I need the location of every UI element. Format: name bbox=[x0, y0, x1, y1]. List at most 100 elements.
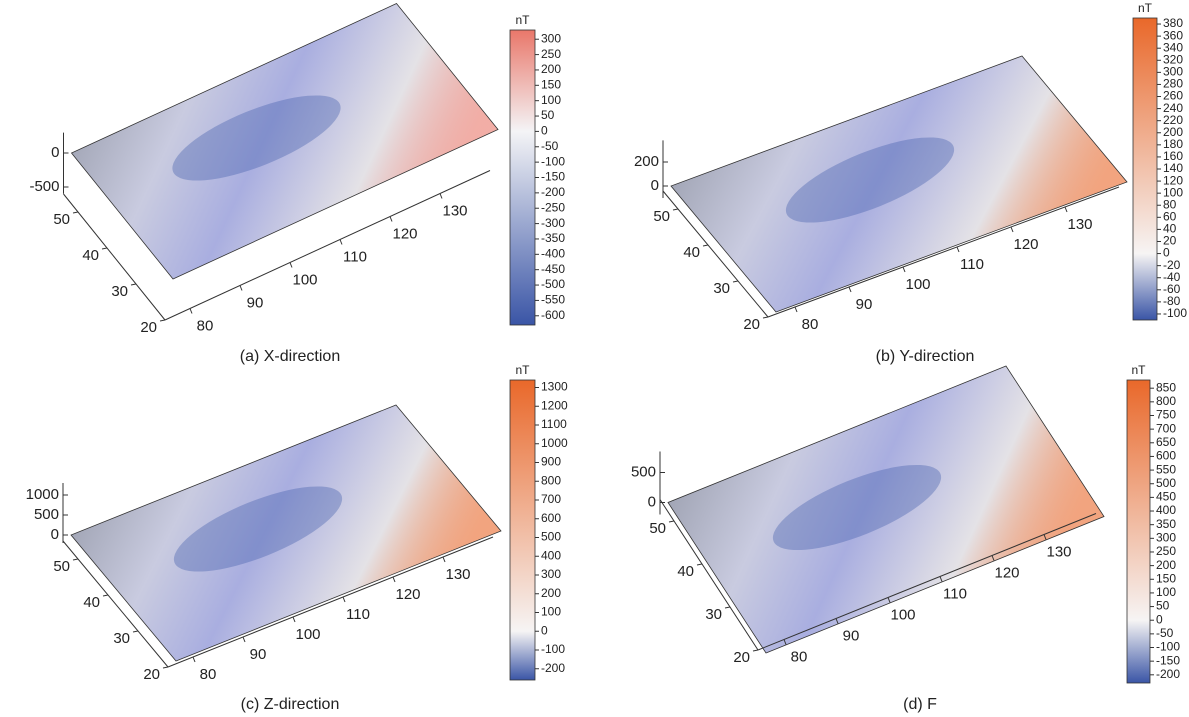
x-tick-label: 90 bbox=[843, 627, 860, 644]
colorbar-tick-label: 50 bbox=[541, 108, 555, 122]
colorbar bbox=[1133, 18, 1157, 320]
y-tick bbox=[725, 607, 730, 608]
x-tick bbox=[243, 637, 245, 642]
x-tick bbox=[795, 307, 797, 312]
colorbar-tick-label: 900 bbox=[541, 455, 561, 469]
y-tick-label: 30 bbox=[713, 280, 730, 297]
z-tick-label: 1000 bbox=[26, 486, 59, 503]
colorbar-tick-label: 500 bbox=[1156, 476, 1176, 490]
y-tick bbox=[733, 281, 738, 282]
y-tick bbox=[73, 212, 78, 213]
colorbar-tick-label: 100 bbox=[541, 93, 561, 107]
y-tick bbox=[763, 317, 768, 318]
colorbar-tick-label: 400 bbox=[541, 548, 561, 562]
colorbar-tick-label: 650 bbox=[1156, 435, 1176, 449]
y-tick bbox=[160, 320, 165, 321]
colorbar-tick-label: -600 bbox=[541, 308, 565, 322]
x-tick-label: 80 bbox=[200, 666, 217, 683]
colorbar-tick-label: 500 bbox=[541, 530, 561, 544]
x-tick bbox=[443, 557, 445, 562]
z-tick-label: 0 bbox=[651, 177, 659, 194]
colorbar-tick-label: -300 bbox=[541, 216, 565, 230]
colorbar-tick-label: 700 bbox=[541, 492, 561, 506]
colorbar-tick-label: -100 bbox=[541, 642, 565, 656]
x-tick-label: 100 bbox=[890, 606, 915, 623]
colorbar-tick-label: -200 bbox=[541, 185, 565, 199]
x-tick-label: 90 bbox=[250, 646, 267, 663]
colorbar-label: nT bbox=[515, 13, 530, 27]
x-tick bbox=[240, 286, 242, 291]
colorbar-tick-label: -150 bbox=[1156, 653, 1180, 667]
y-tick-label: 20 bbox=[743, 316, 760, 333]
caption: (c) Z-direction bbox=[241, 696, 340, 713]
x-tick bbox=[390, 217, 392, 222]
y-tick-label: 30 bbox=[705, 606, 722, 623]
colorbar-tick-label: 0 bbox=[541, 623, 548, 637]
x-tick bbox=[340, 240, 342, 245]
y-tick-label: 30 bbox=[113, 630, 130, 647]
x-tick-label: 130 bbox=[445, 566, 470, 583]
x-tick bbox=[393, 577, 395, 582]
caption: (d) F bbox=[903, 696, 937, 713]
caption: (b) Y-direction bbox=[876, 348, 975, 365]
x-tick-label: 80 bbox=[197, 317, 214, 334]
colorbar-label: nT bbox=[1131, 363, 1146, 377]
x-tick-label: 80 bbox=[791, 648, 808, 665]
x-tick bbox=[1011, 227, 1013, 232]
x-tick-label: 100 bbox=[905, 276, 930, 293]
y-tick bbox=[102, 248, 107, 249]
x-tick bbox=[190, 309, 192, 314]
colorbar-tick-label: -100 bbox=[541, 154, 565, 168]
colorbar-tick-label: 0 bbox=[541, 124, 548, 138]
z-tick-label: 0 bbox=[51, 144, 59, 161]
y-tick-label: 50 bbox=[653, 208, 670, 225]
panel: 8090100110120130203040500200nT3803603403… bbox=[634, 1, 1187, 365]
x-tick-label: 110 bbox=[343, 248, 367, 265]
colorbar-tick-label: 50 bbox=[1156, 599, 1170, 613]
z-tick-label: -500 bbox=[29, 178, 59, 195]
x-tick bbox=[193, 657, 195, 662]
colorbar-tick-label: 200 bbox=[541, 586, 561, 600]
x-tick-label: 120 bbox=[994, 564, 1019, 581]
figure: 809010011012013020304050-5000nT300250200… bbox=[0, 0, 1189, 717]
colorbar-tick-label: -200 bbox=[1156, 667, 1180, 681]
colorbar-tick-label: -100 bbox=[1163, 306, 1187, 320]
x-tick-label: 130 bbox=[1046, 543, 1071, 560]
z-tick-label: 500 bbox=[631, 463, 656, 480]
x-tick-label: 110 bbox=[960, 256, 984, 273]
colorbar-tick-label: 300 bbox=[1156, 530, 1176, 544]
y-tick-label: 20 bbox=[733, 649, 750, 666]
colorbar-tick-label: -350 bbox=[541, 231, 565, 245]
x-tick-label: 100 bbox=[295, 626, 320, 643]
y-tick-label: 40 bbox=[83, 594, 100, 611]
y-tick-label: 40 bbox=[677, 563, 694, 580]
y-tick-label: 20 bbox=[140, 319, 157, 336]
colorbar-tick-label: 750 bbox=[1156, 408, 1176, 422]
colorbar-tick-label: -450 bbox=[541, 262, 565, 276]
x-tick-label: 110 bbox=[943, 585, 967, 602]
y-tick-label: 50 bbox=[53, 211, 70, 228]
x-tick-label: 110 bbox=[346, 606, 370, 623]
z-tick-label: 200 bbox=[634, 153, 659, 170]
colorbar-tick-label: -150 bbox=[541, 170, 565, 184]
x-tick bbox=[1065, 207, 1067, 212]
x-tick bbox=[957, 247, 959, 252]
colorbar-label: nT bbox=[515, 363, 530, 377]
y-tick bbox=[73, 559, 78, 560]
colorbar bbox=[510, 380, 535, 680]
colorbar-tick-label: 1300 bbox=[541, 380, 568, 394]
colorbar-tick-label: 200 bbox=[1156, 558, 1176, 572]
colorbar-tick-label: 250 bbox=[541, 47, 561, 61]
colorbar-tick-label: 1200 bbox=[541, 398, 568, 412]
colorbar-tick-label: -550 bbox=[541, 293, 565, 307]
x-tick bbox=[343, 597, 345, 602]
colorbar-tick-label: 200 bbox=[541, 62, 561, 76]
colorbar-tick-label: -500 bbox=[541, 277, 565, 291]
y-tick bbox=[103, 595, 108, 596]
colorbar-tick-label: 350 bbox=[1156, 517, 1176, 531]
colorbar-tick-label: 700 bbox=[1156, 421, 1176, 435]
y-tick-label: 20 bbox=[143, 666, 160, 683]
colorbar-tick-label: 100 bbox=[541, 605, 561, 619]
y-tick bbox=[133, 631, 138, 632]
x-tick-label: 90 bbox=[856, 296, 873, 313]
